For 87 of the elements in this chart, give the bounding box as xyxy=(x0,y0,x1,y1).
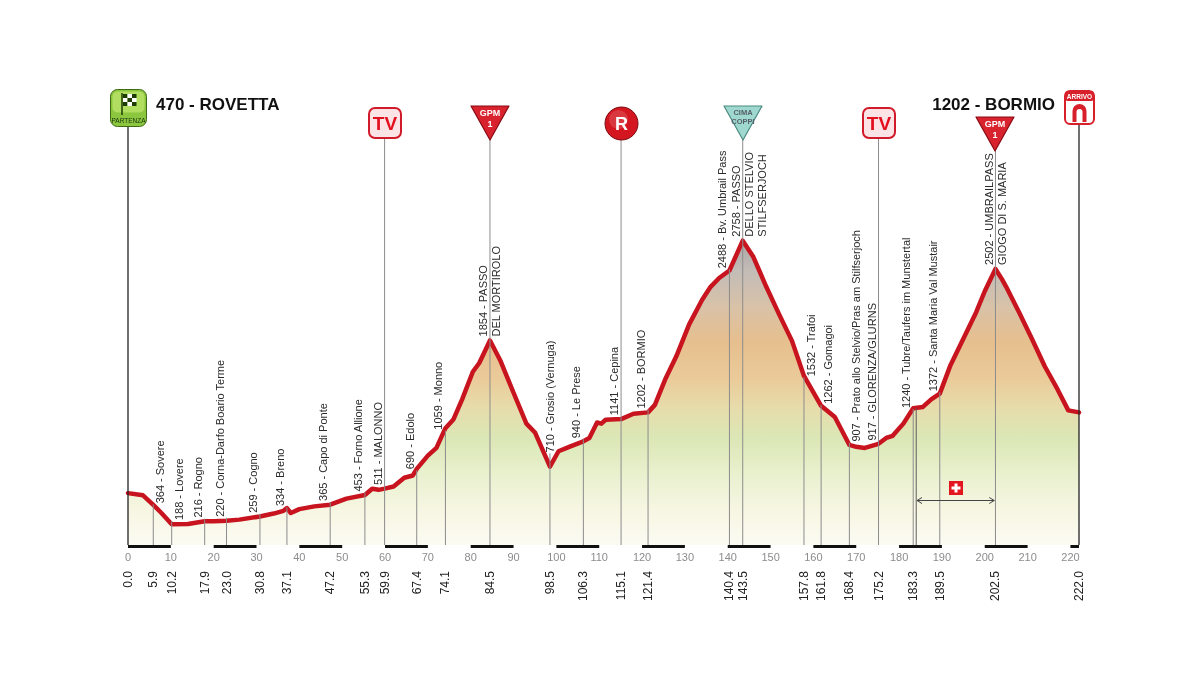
tv-icon: TV xyxy=(861,107,896,139)
x2-tick-label: 120 xyxy=(632,550,652,563)
data-label: 917 - GLORENZA/GLURNS xyxy=(865,303,878,441)
data-label: 188 - Lovere xyxy=(172,458,185,521)
ref-line-label: TV xyxy=(372,113,398,134)
data-label: 365 - Capo di Ponte xyxy=(317,403,330,501)
x2-tick-label: 10 xyxy=(164,550,177,563)
data-label: 364 - Sovere xyxy=(154,440,167,504)
data-label: 453 - Forno Allione xyxy=(351,399,364,492)
ref-line-label: TV xyxy=(866,113,891,134)
x-tick-label: 183.3 xyxy=(906,570,921,602)
data-label: 259 - Cogno xyxy=(246,452,259,513)
x2-tick-label: 70 xyxy=(421,550,434,563)
x-tick-label: 84.5 xyxy=(482,570,497,595)
data-label: 216 - Rogno xyxy=(191,457,204,518)
triangle-icon: GPM 1 xyxy=(469,105,510,141)
x2-tick-label: 200 xyxy=(975,550,994,563)
x2-tick-label: 40 xyxy=(293,550,306,563)
data-label: 690 - Edolo xyxy=(403,412,416,470)
x-tick-label: 140.4 xyxy=(722,570,737,602)
data-label: 1372 - Santa Maria Val Mustair xyxy=(926,240,939,392)
x-tick-label: 157.8 xyxy=(796,570,811,602)
triangle-icon: GPM 1 xyxy=(975,116,1016,152)
data-label: 1532 - Trafoi xyxy=(804,314,817,377)
data-label: 2488 - Bv. Umbrail Pass xyxy=(716,150,729,269)
x2-tick-label: 90 xyxy=(507,550,520,563)
x-tick-label: 161.8 xyxy=(814,570,829,602)
data-label: 940 - Le Prese xyxy=(570,366,583,439)
x-tick-label: 106.3 xyxy=(576,570,591,602)
x2-tick-label: 180 xyxy=(889,550,909,563)
x2-tick-label: 210 xyxy=(1018,550,1037,563)
x2-tick-label: 30 xyxy=(250,550,263,563)
x2-tick-label: 190 xyxy=(932,550,952,563)
x-tick-label: 0.0 xyxy=(121,570,135,588)
x-tick-label: 17.9 xyxy=(197,570,212,595)
x-tick-label: 189.5 xyxy=(932,570,947,602)
data-label: 1059 - Monno xyxy=(432,361,445,430)
x2-tick-label: 0 xyxy=(124,550,132,563)
x-tick-label: 10.2 xyxy=(164,570,179,595)
text: 1202 - BORMIO xyxy=(932,94,1055,114)
x-tick-label: 222.0 xyxy=(1072,570,1086,602)
x-tick-label: 98.5 xyxy=(542,570,557,595)
data-label: 334 - Breno xyxy=(273,448,286,507)
data-label: 1202 - BORMIO xyxy=(635,329,648,409)
x-tick-label: 143.5 xyxy=(735,570,750,602)
x2-tick-label: 50 xyxy=(336,550,349,563)
tv-icon: TV xyxy=(367,107,402,139)
x2-tick-label: 60 xyxy=(378,550,392,563)
x-tick-label: 55.3 xyxy=(357,570,372,595)
x-tick-label: 5.9 xyxy=(146,570,161,588)
data-label: 1262 - Gomagoi xyxy=(822,324,835,404)
x2-tick-label: 150 xyxy=(761,550,780,563)
text: 470 - ROVETTA xyxy=(156,94,280,114)
x2-tick-label: 80 xyxy=(464,550,477,563)
data-label: 2502 - UMBRAILPASS GIOGO DI S. MARIA xyxy=(982,153,1008,265)
x-tick-label: 121.4 xyxy=(641,570,656,602)
data-label: 2758 - PASSO DELLO STELVIO STILFSERJOCH xyxy=(730,151,769,237)
data-label: 220 - Corna-Darfo Boario Terme xyxy=(213,359,226,517)
x2-tick-label: 20 xyxy=(207,550,220,563)
x2-tick-label: 140 xyxy=(718,550,737,563)
x2-tick-label: 220 xyxy=(1061,550,1080,563)
ref-line-label: GPM 1 xyxy=(479,108,501,129)
data-label: 1240 - Tubre/Taufers im Munstertal xyxy=(900,237,913,409)
data-label: 1141 - Cepina xyxy=(608,346,621,416)
x-tick-label: 37.1 xyxy=(279,570,294,595)
x2-tick-label: 160 xyxy=(804,550,823,563)
x2-tick-label: 130 xyxy=(675,550,695,563)
x-tick-label: 23.0 xyxy=(219,570,234,595)
data-label: 907 - Prato allo Stelvio/Pras am Stilfserjoch xyxy=(850,230,863,442)
x-tick-label: 59.9 xyxy=(377,570,392,595)
x2-tick-label: 170 xyxy=(847,550,866,563)
x-tick-label: 175.2 xyxy=(871,570,886,602)
x-tick-label: 47.2 xyxy=(323,570,338,595)
x-tick-label: 30.8 xyxy=(252,570,267,595)
x2-tick-label: 100 xyxy=(547,550,566,563)
x-tick-label: 168.4 xyxy=(842,570,857,602)
x-tick-label: 74.1 xyxy=(438,570,453,595)
data-label: 710 - Grosio (Vernuga) xyxy=(543,340,556,453)
x-tick-label: 202.5 xyxy=(988,570,1003,602)
ref-line-label: GPM 1 xyxy=(985,119,1006,140)
ref-line-label: R xyxy=(614,114,628,134)
x-tick-label: 67.4 xyxy=(409,570,424,595)
x2-tick-label: 110 xyxy=(590,550,608,563)
data-label: 1854 - PASSO DEL MORTIROLO xyxy=(477,245,503,337)
data-label: 511 - MALONNO xyxy=(371,401,384,485)
x-tick-label: 115.1 xyxy=(614,570,629,601)
circle-icon: R xyxy=(603,106,639,141)
